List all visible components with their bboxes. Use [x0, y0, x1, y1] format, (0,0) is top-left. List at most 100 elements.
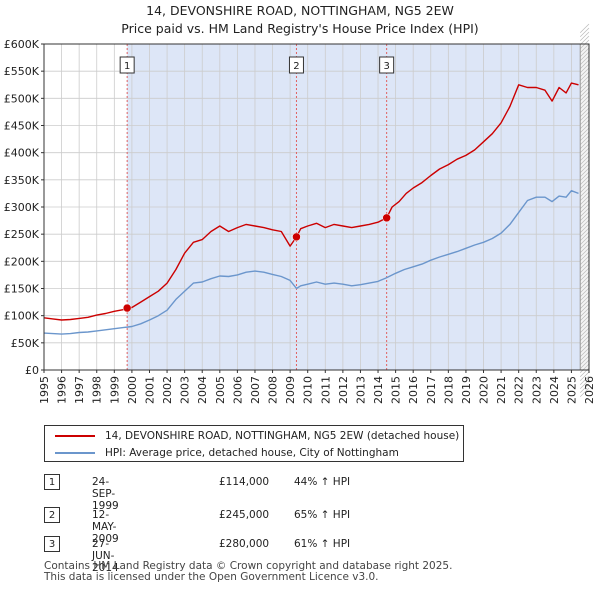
legend-swatch-hpi [55, 452, 95, 454]
future-hatch-line [579, 235, 590, 246]
annotation-number: 3 [44, 536, 60, 552]
future-hatch-line [579, 359, 590, 370]
future-hatch-line [579, 307, 590, 318]
future-hatch-line [579, 43, 590, 54]
future-hatch-line [579, 207, 590, 218]
annotation-price: £245,000 [219, 509, 270, 521]
x-tick-label: 2022 [513, 376, 526, 404]
future-hatch-line [579, 127, 590, 138]
x-tick-label: 2020 [478, 376, 491, 404]
future-hatch-line [579, 247, 590, 258]
y-tick-label: £550K [4, 65, 40, 78]
future-hatch-line [579, 99, 590, 110]
x-tick-label: 1997 [73, 376, 86, 404]
future-hatch-line [579, 367, 590, 378]
future-hatch-line [579, 231, 590, 242]
future-hatch-line [579, 251, 590, 262]
future-hatch-line [579, 159, 590, 170]
x-tick-label: 2012 [337, 376, 350, 404]
x-tick-label: 2006 [231, 376, 244, 404]
future-hatch-line [579, 51, 590, 62]
annotation-date: 24-SEP-1999 [92, 476, 119, 512]
y-tick-label: £100K [4, 310, 40, 323]
future-hatch-line [579, 363, 590, 374]
future-hatch-line [579, 55, 590, 66]
future-hatch-line [579, 283, 590, 294]
x-tick-label: 1999 [108, 376, 121, 404]
future-hatch-line [579, 91, 590, 102]
x-tick-label: 2025 [565, 376, 578, 404]
x-tick-label: 2014 [372, 376, 385, 404]
future-hatch-line [579, 219, 590, 230]
x-tick-label: 1996 [56, 376, 69, 404]
x-tick-label: 2021 [495, 376, 508, 404]
x-tick-label: 2005 [214, 376, 227, 404]
x-tick-label: 2015 [390, 376, 403, 404]
annotation-price: £114,000 [219, 476, 270, 488]
future-hatch-line [579, 259, 590, 270]
x-tick-label: 1998 [91, 376, 104, 404]
future-hatch-line [579, 299, 590, 310]
future-hatch-line [579, 187, 590, 198]
future-hatch-line [579, 151, 590, 162]
future-hatch-line [579, 107, 590, 118]
x-tick-label: 2018 [442, 376, 455, 404]
footer: Contains HM Land Registry data © Crown c… [44, 561, 452, 583]
x-tick-label: 2004 [196, 376, 209, 404]
sale-number-label: 1 [124, 61, 130, 72]
future-hatch-line [579, 199, 590, 210]
y-tick-label: £0 [25, 364, 39, 377]
future-hatch-line [579, 63, 590, 74]
future-hatch-line [579, 211, 590, 222]
annotation-hpi: 44% ↑ HPI [294, 476, 351, 488]
future-hatch-line [579, 275, 590, 286]
future-hatch-line [579, 371, 590, 382]
future-hatch-line [579, 291, 590, 302]
future-hatch-line [579, 191, 590, 202]
legend-item-property: 14, DEVONSHIRE ROAD, NOTTINGHAM, NG5 2EW… [55, 428, 459, 444]
future-hatch-line [579, 139, 590, 150]
legend-label-property: 14, DEVONSHIRE ROAD, NOTTINGHAM, NG5 2EW… [105, 430, 460, 442]
future-hatch-line [579, 263, 590, 274]
annotation-hpi: 61% ↑ HPI [294, 538, 351, 550]
annotation-number: 1 [44, 474, 60, 490]
sale-number-box [119, 56, 135, 74]
x-tick-label: 2008 [267, 376, 280, 404]
future-hatch-line [579, 131, 590, 142]
future-hatch-line [579, 123, 590, 134]
future-hatch-line [579, 163, 590, 174]
x-tick-label: 2007 [249, 376, 262, 404]
future-hatch-line [579, 355, 590, 366]
future-hatch-line [579, 143, 590, 154]
y-tick-label: £600K [4, 38, 40, 51]
future-hatch-line [579, 343, 590, 354]
future-hatch-line [579, 75, 590, 86]
hpi-series-line [43, 190, 579, 335]
future-hatch-line [579, 223, 590, 234]
x-tick-label: 2001 [143, 376, 156, 404]
future-hatch-line [579, 375, 590, 386]
legend-label-hpi: HPI: Average price, detached house, City… [105, 447, 399, 459]
future-hatch-line [579, 335, 590, 346]
future-hatch-line [579, 115, 590, 126]
future-hatch-line [579, 31, 590, 42]
future-hatch-line [579, 27, 590, 38]
future-hatch-line [579, 315, 590, 326]
sale-number-label: 3 [383, 61, 389, 72]
footer-copyright: Contains HM Land Registry data © Crown c… [44, 560, 453, 572]
future-hatch-line [579, 339, 590, 350]
annotation-hpi: 65% ↑ HPI [294, 509, 351, 521]
future-hatch-line [579, 135, 590, 146]
future-hatch-line [579, 383, 590, 394]
y-tick-label: £150K [4, 283, 40, 296]
sale-number-label: 2 [293, 61, 299, 72]
x-tick-label: 2024 [548, 376, 561, 404]
future-hatch-line [579, 387, 590, 398]
price-chart: 1 2 3 £0 £50K £100K £150K £200K £250K £300K £350K… [4, 23, 596, 404]
sale-point [122, 303, 132, 313]
future-hatch-line [579, 147, 590, 158]
x-tick-label: 2026 [583, 376, 596, 404]
future-hatch-line [579, 171, 590, 182]
future-hatch-line [579, 267, 590, 278]
chart-title-line1: 14, DEVONSHIRE ROAD, NOTTINGHAM, NG5 2EW [146, 3, 454, 18]
